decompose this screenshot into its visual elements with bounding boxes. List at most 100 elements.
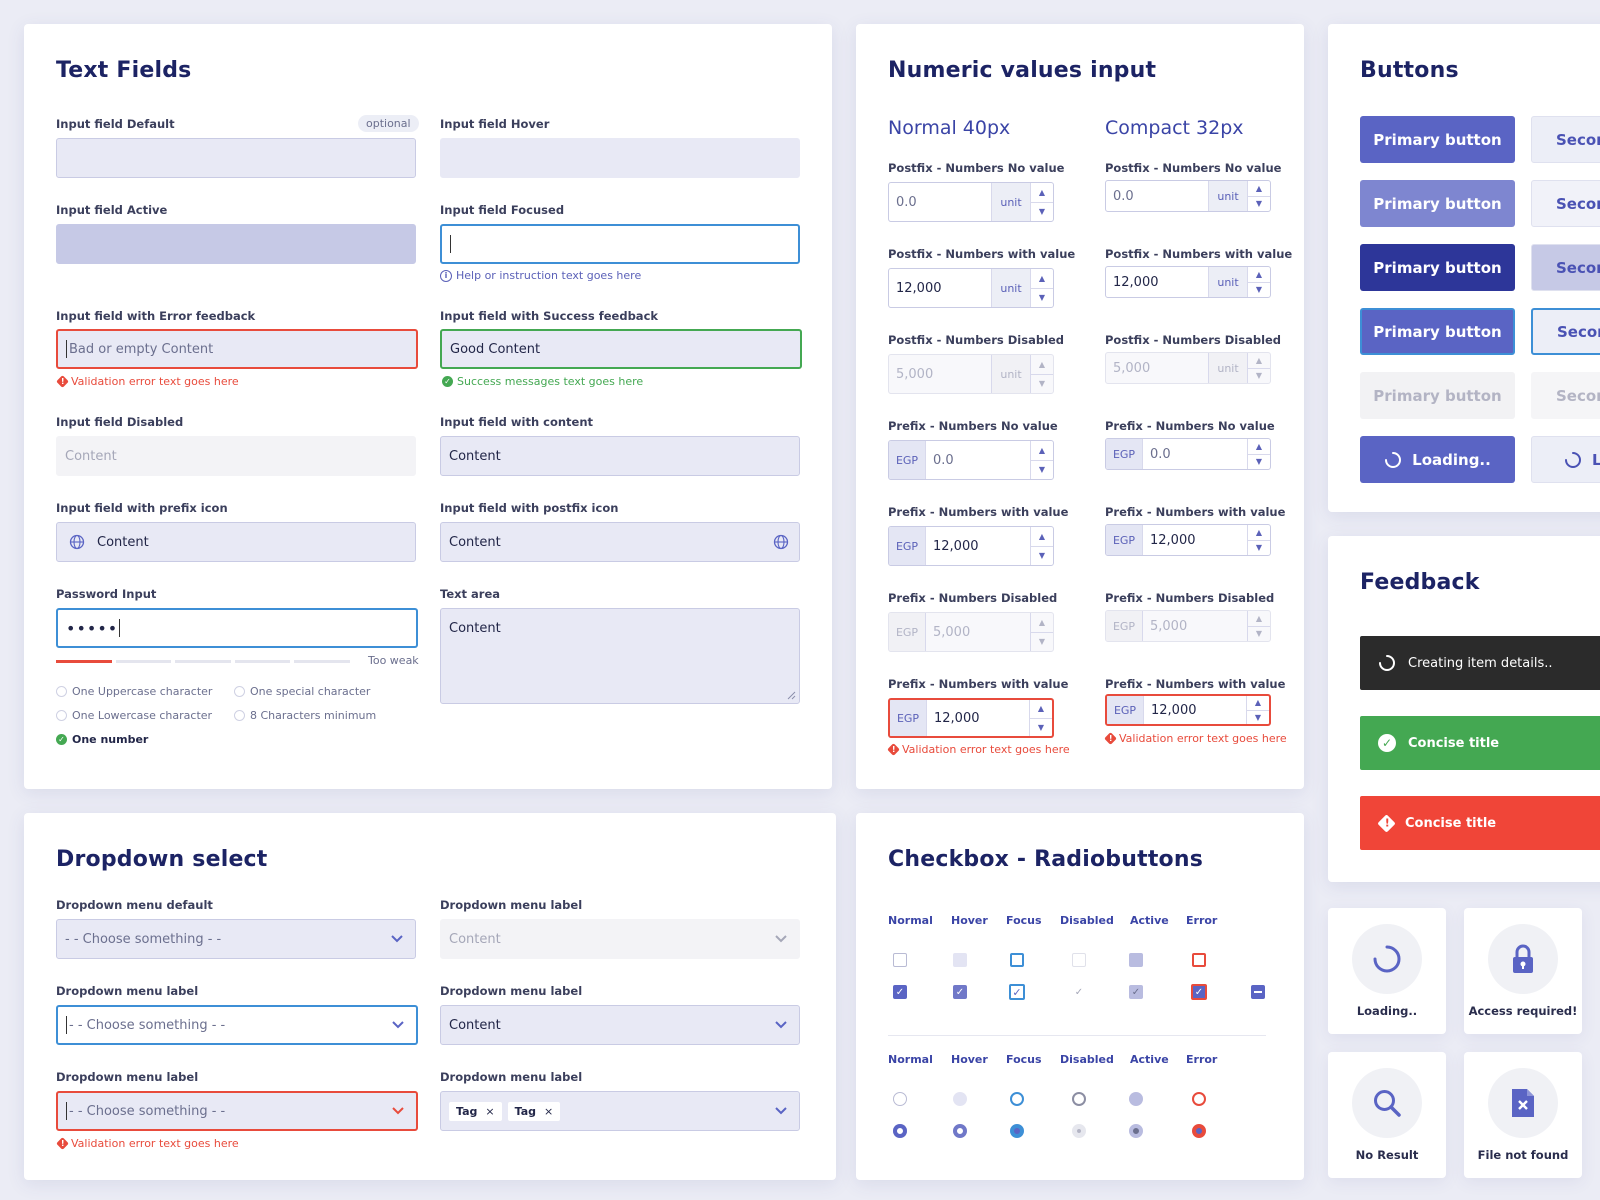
prefix-number-input-error-compact[interactable]: EGP 12,000 ▲ ▼: [1105, 694, 1271, 726]
radio-error[interactable]: [1192, 1092, 1206, 1106]
secondary-button[interactable]: Secon: [1531, 116, 1600, 163]
stepper[interactable]: ▲ ▼: [1030, 183, 1053, 221]
checkbox-focus-checked[interactable]: ✓: [1009, 984, 1025, 1000]
checkbox-active[interactable]: [1129, 953, 1143, 967]
secondary-button-focus[interactable]: Secon: [1531, 308, 1600, 355]
stepper-down-icon[interactable]: ▼: [1038, 207, 1046, 217]
stepper-up-icon[interactable]: ▲: [1030, 700, 1052, 719]
stepper-up-icon[interactable]: ▲: [1248, 181, 1270, 197]
tag-label: Tag: [514, 1104, 536, 1118]
prefix-number-input[interactable]: EGP 0.0 ▲ ▼: [888, 440, 1054, 480]
secondary-button-active[interactable]: Secon: [1531, 244, 1600, 291]
remove-tag-icon[interactable]: ×: [485, 1104, 495, 1118]
stepper-down-icon[interactable]: ▼: [1255, 285, 1263, 295]
radio-hover[interactable]: [953, 1092, 967, 1106]
postfix-number-input-disabled: 5,000 unit ▲ ▼: [888, 354, 1054, 394]
checkbox-normal[interactable]: [893, 953, 907, 967]
stepper-up-icon[interactable]: ▲: [1248, 267, 1270, 283]
stepper-down-icon[interactable]: ▼: [1254, 712, 1262, 722]
remove-tag-icon[interactable]: ×: [544, 1104, 554, 1118]
error-help-text: Validation error text goes here: [902, 743, 1070, 756]
stepper-down-icon[interactable]: ▼: [1038, 293, 1046, 303]
stepper[interactable]: ▲ ▼: [1247, 525, 1270, 555]
postfix-icon-input[interactable]: Content: [440, 522, 800, 562]
radio-error-selected[interactable]: [1192, 1124, 1206, 1138]
error-input[interactable]: Bad or empty Content: [56, 329, 418, 369]
stepper-up-icon[interactable]: ▲: [1031, 527, 1053, 547]
textarea[interactable]: Content: [440, 608, 800, 704]
radio-normal-selected[interactable]: [893, 1124, 907, 1138]
dropdown-with-content[interactable]: Content: [440, 1005, 800, 1045]
stepper[interactable]: ▲ ▼: [1030, 269, 1053, 307]
secondary-button-hover[interactable]: Secon: [1531, 180, 1600, 227]
stepper-down-icon[interactable]: ▼: [1255, 457, 1263, 467]
secondary-button-loading[interactable]: L: [1531, 436, 1600, 483]
stepper-down-icon[interactable]: ▼: [1037, 722, 1045, 732]
stepper[interactable]: ▲ ▼: [1247, 439, 1270, 469]
prefix-icon-input[interactable]: Content: [56, 522, 416, 562]
primary-button-active[interactable]: Primary button: [1360, 244, 1515, 291]
textarea-label: Text area: [440, 587, 501, 601]
rule-text: One Lowercase character: [72, 709, 213, 722]
stepper[interactable]: ▲ ▼: [1030, 441, 1053, 479]
stepper-up-icon[interactable]: ▲: [1247, 696, 1269, 711]
currency-prefix: EGP: [1106, 439, 1143, 469]
prefix-number-input[interactable]: EGP 12,000 ▲ ▼: [888, 526, 1054, 566]
number-value: 5,000: [896, 366, 934, 382]
hover-input[interactable]: [440, 138, 800, 178]
stepper-down-icon[interactable]: ▼: [1255, 543, 1263, 553]
stepper-down-icon[interactable]: ▼: [1038, 465, 1046, 475]
primary-button-hover[interactable]: Primary button: [1360, 180, 1515, 227]
stepper-down-icon[interactable]: ▼: [1255, 199, 1263, 209]
active-input[interactable]: [56, 224, 416, 264]
dropdown-error[interactable]: - - Choose something - -: [56, 1091, 418, 1131]
checkbox-hover-checked[interactable]: ✓: [953, 985, 967, 999]
postfix-number-input-compact[interactable]: 12,000 unit ▲ ▼: [1105, 266, 1271, 298]
checkbox-hover[interactable]: [953, 953, 967, 967]
success-input[interactable]: Good Content: [440, 329, 802, 369]
checkbox-indeterminate[interactable]: [1251, 985, 1265, 999]
stepper[interactable]: ▲ ▼: [1029, 700, 1052, 736]
radio-active[interactable]: [1129, 1092, 1143, 1106]
checkbox-error[interactable]: [1192, 953, 1206, 967]
primary-button[interactable]: Primary button: [1360, 116, 1515, 163]
dropdown-multi-tags[interactable]: Tag × Tag ×: [440, 1091, 800, 1131]
default-input[interactable]: [56, 138, 416, 178]
dropdown-focused[interactable]: - - Choose something - -: [56, 1005, 418, 1045]
prefix-number-input-compact[interactable]: EGP 12,000 ▲ ▼: [1105, 524, 1271, 556]
content-input[interactable]: Content: [440, 436, 800, 476]
postfix-number-input[interactable]: 0.0 unit ▲ ▼: [888, 182, 1054, 222]
checkbox-normal-checked[interactable]: ✓: [893, 985, 907, 999]
tag-chip[interactable]: Tag ×: [507, 1101, 561, 1121]
radio-focus[interactable]: [1010, 1092, 1024, 1106]
focused-input[interactable]: [440, 224, 800, 264]
checkbox-active-checked[interactable]: ✓: [1129, 985, 1143, 999]
password-input[interactable]: •••••: [56, 608, 418, 648]
postfix-number-input[interactable]: 12,000 unit ▲ ▼: [888, 268, 1054, 308]
radio-disabled: [1072, 1092, 1086, 1106]
primary-button-focus[interactable]: Primary button: [1360, 308, 1515, 355]
stepper-up-icon[interactable]: ▲: [1248, 525, 1270, 541]
stepper-down-icon[interactable]: ▼: [1038, 551, 1046, 561]
stepper-up-icon[interactable]: ▲: [1031, 269, 1053, 289]
postfix-number-input-compact[interactable]: 0.0 unit ▲ ▼: [1105, 180, 1271, 212]
radio-hover-selected[interactable]: [953, 1124, 967, 1138]
stepper[interactable]: ▲ ▼: [1030, 527, 1053, 565]
stepper[interactable]: ▲ ▼: [1247, 181, 1270, 211]
dropdown-default[interactable]: - - Choose something - -: [56, 919, 416, 959]
stepper-up-icon[interactable]: ▲: [1031, 441, 1053, 461]
radio-normal[interactable]: [893, 1092, 907, 1106]
prefix-number-input-compact[interactable]: EGP 0.0 ▲ ▼: [1105, 438, 1271, 470]
primary-button-loading[interactable]: Loading..: [1360, 436, 1515, 483]
radio-active-selected[interactable]: [1129, 1124, 1143, 1138]
checkbox-error-checked[interactable]: ✓: [1191, 984, 1207, 1000]
prefix-number-input-error[interactable]: EGP 12,000 ▲ ▼: [888, 698, 1054, 738]
stepper[interactable]: ▲ ▼: [1246, 696, 1269, 724]
stepper[interactable]: ▲ ▼: [1247, 267, 1270, 297]
radio-focus-selected[interactable]: [1010, 1124, 1024, 1138]
stepper-up-icon[interactable]: ▲: [1248, 439, 1270, 455]
resize-handle-icon[interactable]: [787, 691, 796, 700]
checkbox-focus[interactable]: [1010, 953, 1024, 967]
stepper-up-icon[interactable]: ▲: [1031, 183, 1053, 203]
tag-chip[interactable]: Tag ×: [449, 1101, 502, 1121]
